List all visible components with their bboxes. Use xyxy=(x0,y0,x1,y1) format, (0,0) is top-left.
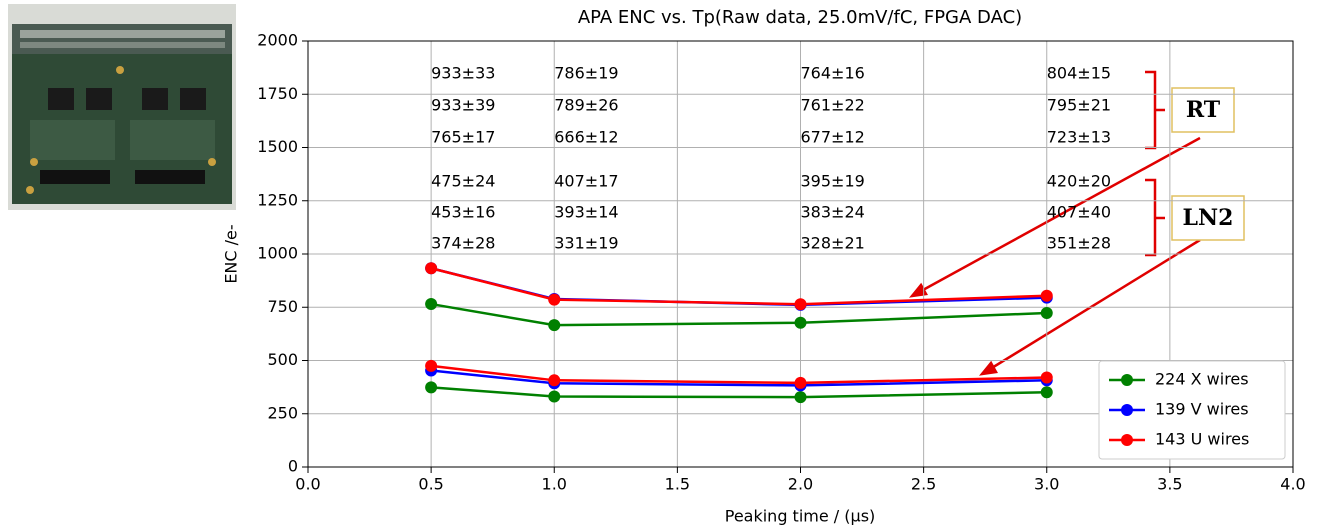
point xyxy=(425,381,438,394)
y-tick-label: 2000 xyxy=(257,31,298,50)
series-line xyxy=(430,369,1047,387)
value-label: 407±40 xyxy=(1047,203,1111,222)
value-label: 393±14 xyxy=(554,203,618,222)
point xyxy=(548,374,561,387)
value-label: 677±12 xyxy=(801,128,865,147)
plot-frame xyxy=(307,40,1294,468)
x-tick-label: 1.5 xyxy=(665,475,690,494)
legend-marker xyxy=(1121,404,1133,416)
value-label: 789±26 xyxy=(554,96,618,115)
point xyxy=(425,298,438,311)
value-label: 395±19 xyxy=(801,172,865,191)
point xyxy=(1040,386,1053,399)
legend-marker xyxy=(1121,434,1133,446)
x-axis-label: Peaking time / (μs) xyxy=(725,507,876,526)
y-tick-label: 500 xyxy=(267,350,298,369)
x-tick-label: 3.5 xyxy=(1157,475,1182,494)
value-label: 666±12 xyxy=(554,128,618,147)
y-tick-label: 1250 xyxy=(257,190,298,209)
value-label: 383±24 xyxy=(801,203,865,222)
point xyxy=(548,390,561,403)
board-photo xyxy=(8,4,236,210)
brackets xyxy=(909,70,1201,376)
annotation: RT xyxy=(1186,97,1221,123)
x-tick-label: 3.0 xyxy=(1034,475,1059,494)
chart-title: APA ENC vs. Tp(Raw data, 25.0mV/fC, FPGA… xyxy=(578,7,1022,28)
value-label: 761±22 xyxy=(801,96,865,115)
value-label: 933±33 xyxy=(431,64,495,83)
value-label: 453±16 xyxy=(431,203,495,222)
x-tick-label: 1.0 xyxy=(542,475,567,494)
legend-label: 139 V wires xyxy=(1155,400,1249,419)
y-tick-label: 0 xyxy=(288,457,298,476)
value-label: 804±15 xyxy=(1047,64,1111,83)
point xyxy=(425,262,438,275)
value-label: 407±17 xyxy=(554,172,618,191)
annotation: LN2 xyxy=(1183,205,1234,231)
value-label: 723±13 xyxy=(1047,128,1111,147)
value-label: 933±39 xyxy=(431,96,495,115)
x-tick-label: 0.0 xyxy=(295,475,320,494)
legend-marker xyxy=(1121,374,1133,386)
legend-label: 224 X wires xyxy=(1155,370,1249,389)
value-label: 475±24 xyxy=(431,172,495,191)
series-line xyxy=(430,302,1047,327)
y-tick-label: 1000 xyxy=(257,244,298,263)
y-axis-label: ENC /e- xyxy=(222,224,241,283)
rt-box xyxy=(1171,87,1235,133)
series-line xyxy=(431,386,1047,399)
legend-box xyxy=(1098,360,1286,460)
x-tick-label: 2.0 xyxy=(788,475,813,494)
y-tick-label: 1500 xyxy=(257,137,298,156)
x-tick-label: 4.0 xyxy=(1280,475,1305,494)
value-label: 765±17 xyxy=(431,128,495,147)
value-label: 420±20 xyxy=(1047,172,1111,191)
point xyxy=(1040,371,1053,384)
value-label: 331±19 xyxy=(554,234,618,253)
legend-label: 143 U wires xyxy=(1155,430,1249,449)
series-line xyxy=(430,267,1047,306)
point xyxy=(1040,307,1053,320)
point xyxy=(794,298,807,311)
x-tick-label: 0.5 xyxy=(418,475,443,494)
point xyxy=(548,319,561,332)
point xyxy=(1040,289,1053,302)
y-tick-label: 1750 xyxy=(257,84,298,103)
x-tick-label: 2.5 xyxy=(911,475,936,494)
point xyxy=(794,391,807,404)
value-label: 351±28 xyxy=(1047,234,1111,253)
series-line xyxy=(430,364,1047,385)
point xyxy=(548,293,561,306)
value-label: 795±21 xyxy=(1047,96,1111,115)
y-tick-label: 250 xyxy=(267,403,298,422)
value-label: 764±16 xyxy=(801,64,865,83)
value-label: 328±21 xyxy=(801,234,865,253)
value-label: 786±19 xyxy=(554,64,618,83)
y-tick-label: 750 xyxy=(267,297,298,316)
point xyxy=(425,359,438,372)
value-label: 374±28 xyxy=(431,234,495,253)
point xyxy=(794,316,807,329)
ln2-box xyxy=(1171,195,1245,241)
point xyxy=(794,376,807,389)
